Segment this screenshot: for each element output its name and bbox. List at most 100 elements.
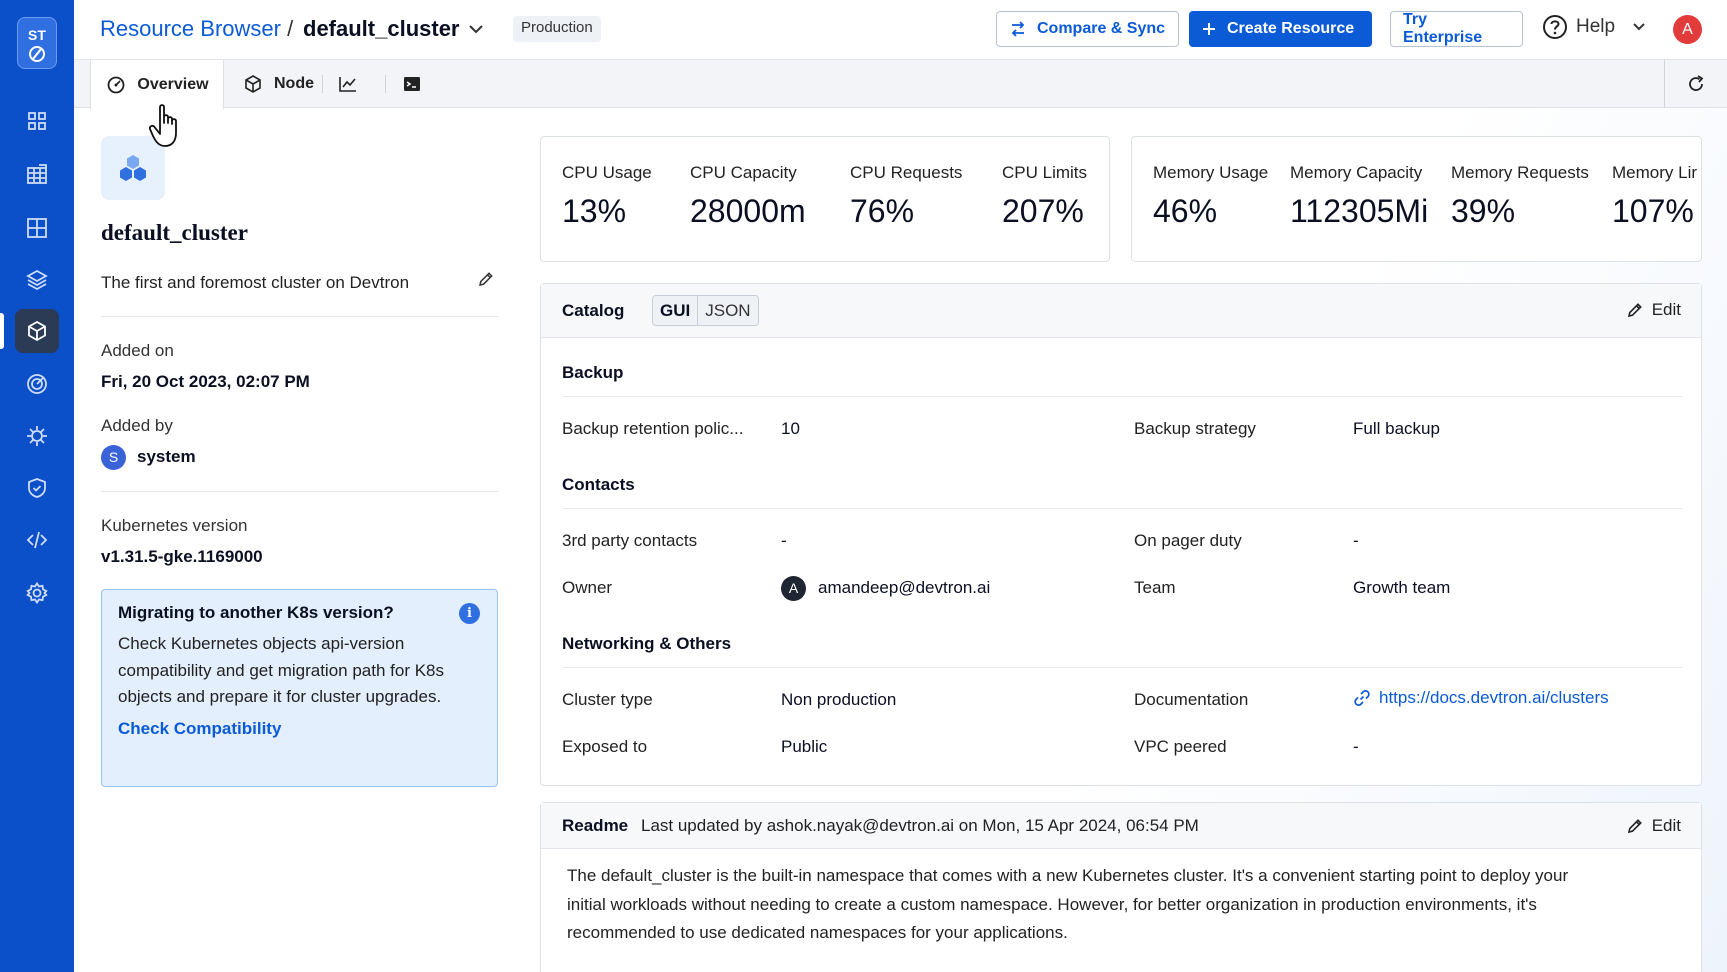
tab-overview[interactable]: Overview [90,60,224,109]
team-key: Team [1134,578,1176,597]
metric-value: 13% [562,193,627,229]
section-divider [562,508,1682,509]
bug-icon [27,426,47,446]
metric-cpu-usage: CPU Usage 13% [562,163,652,230]
backup-strategy-value: Full backup [1353,419,1440,438]
breadcrumb: Resource Browser / [100,16,293,42]
migration-title: Migrating to another K8s version? [118,603,394,622]
nav-code[interactable] [0,518,74,562]
readme-title: Readme [562,816,629,835]
section-networking-title: Networking & Others [562,634,732,653]
readme-body: The default_cluster is the built-in name… [567,862,1667,948]
backup-retention-key: Backup retention polic... [562,419,744,438]
edit-label: Edit [1651,300,1681,319]
create-resource-label: Create Resource [1227,20,1355,37]
create-resource-button[interactable]: Create Resource [1189,11,1372,47]
catalog-edit-button[interactable]: Edit [1626,300,1681,320]
cluster-icon [101,136,165,200]
cluster-selector-label[interactable]: default_cluster [303,16,460,41]
backup-retention-value: 10 [781,419,800,438]
tab-bar: Overview Node [74,60,1727,109]
nav-settings[interactable] [0,571,74,615]
nav-stack[interactable] [0,258,74,302]
tab-node[interactable]: Node [242,60,314,108]
section-divider [562,667,1682,668]
view-toggle: GUI JSON [652,295,759,326]
added-by-avatar: S [101,445,126,470]
tab-terminal[interactable] [402,60,422,108]
user-avatar[interactable]: A [1673,15,1702,44]
metric-label: Memory Lir [1612,163,1698,182]
refresh-icon [1689,75,1704,91]
on-pager-duty-value: - [1353,531,1359,550]
nav-charts[interactable] [0,153,74,197]
metric-label: Memory Requests [1451,163,1589,182]
owner-key: Owner [562,578,613,597]
k8s-version-value: v1.31.5-gke.1169000 [101,547,263,566]
metric-value: 28000m [690,193,806,229]
added-by-label: Added by [101,416,173,435]
migration-callout: Migrating to another K8s version? i Chec… [101,589,498,787]
team-value: Growth team [1353,578,1451,597]
cluster-title: default_cluster [101,220,248,245]
metric-cpu-capacity: CPU Capacity 28000m [690,163,806,230]
try-enterprise-button[interactable]: Try Enterprise [1390,11,1523,47]
pencil-icon [1627,303,1642,318]
nav-resource-browser[interactable] [0,309,74,353]
help-menu[interactable]: Help [1542,14,1647,40]
json-toggle[interactable]: JSON [698,296,758,325]
cluster-type-key: Cluster type [562,690,653,709]
documentation-link[interactable]: https://docs.devtron.ai/clusters [1353,688,1609,708]
hexagon-cluster-icon [120,155,146,181]
documentation-key: Documentation [1134,690,1249,709]
metric-value: 207% [1002,193,1084,229]
nav-deployment-target[interactable] [0,362,74,406]
check-compatibility-link[interactable]: Check Compatibility [118,718,282,738]
refresh-button[interactable] [1664,60,1727,108]
nav-app-groups[interactable] [0,206,74,250]
node-cube-icon [245,75,261,93]
metric-label: Memory Capacity [1290,163,1423,182]
breadcrumb-root-link[interactable]: Resource Browser [100,16,281,41]
pencil-icon [1627,819,1642,834]
cluster-description: The first and foremost cluster on Devtro… [101,273,410,292]
catalog-title: Catalog [562,301,625,320]
swap-arrows-icon [1011,21,1025,37]
owner-value: amandeep@devtron.ai [818,578,991,597]
help-label: Help [1576,16,1616,37]
help-icon [1543,15,1567,39]
metric-label: CPU Usage [562,163,652,182]
nav-bug[interactable] [0,414,74,458]
tab-monitoring[interactable] [338,60,358,108]
readme-line: initial workloads without needing to cre… [567,894,1537,914]
stack-icon [26,269,48,291]
k8s-version-label: Kubernetes version [101,516,248,535]
readme-edit-button[interactable]: Edit [1626,816,1681,836]
added-by-value: system [137,447,196,466]
plus-icon [1203,23,1215,35]
cluster-type-value: Non production [781,690,897,709]
metric-value: 112305Mi [1290,193,1429,229]
metric-label: CPU Limits [1002,163,1088,182]
divider [101,491,498,492]
on-pager-duty-key: On pager duty [1134,531,1242,550]
left-nav-rail: ST [0,0,74,972]
gui-toggle[interactable]: GUI [653,296,699,325]
compare-sync-button[interactable]: Compare & Sync [996,11,1179,47]
target-icon [27,374,47,394]
section-divider [562,396,1682,397]
top-header: Resource Browser / default_cluster Produ… [74,0,1727,60]
third-party-contacts-key: 3rd party contacts [562,531,698,550]
vpc-peered-key: VPC peered [1134,737,1227,756]
org-logo[interactable]: ST [17,17,57,69]
tab-divider [385,75,386,93]
added-on-value: Fri, 20 Oct 2023, 02:07 PM [101,372,310,391]
nav-security[interactable] [0,466,74,510]
pencil-icon[interactable] [477,270,495,288]
nav-applications[interactable] [0,99,74,143]
chevron-down-icon[interactable] [467,20,485,38]
added-on-label: Added on [101,341,174,360]
info-icon: i [459,603,480,624]
chart-line-icon [339,77,356,92]
readme-header: Readme Last updated by ashok.nayak@devtr… [541,803,1701,849]
